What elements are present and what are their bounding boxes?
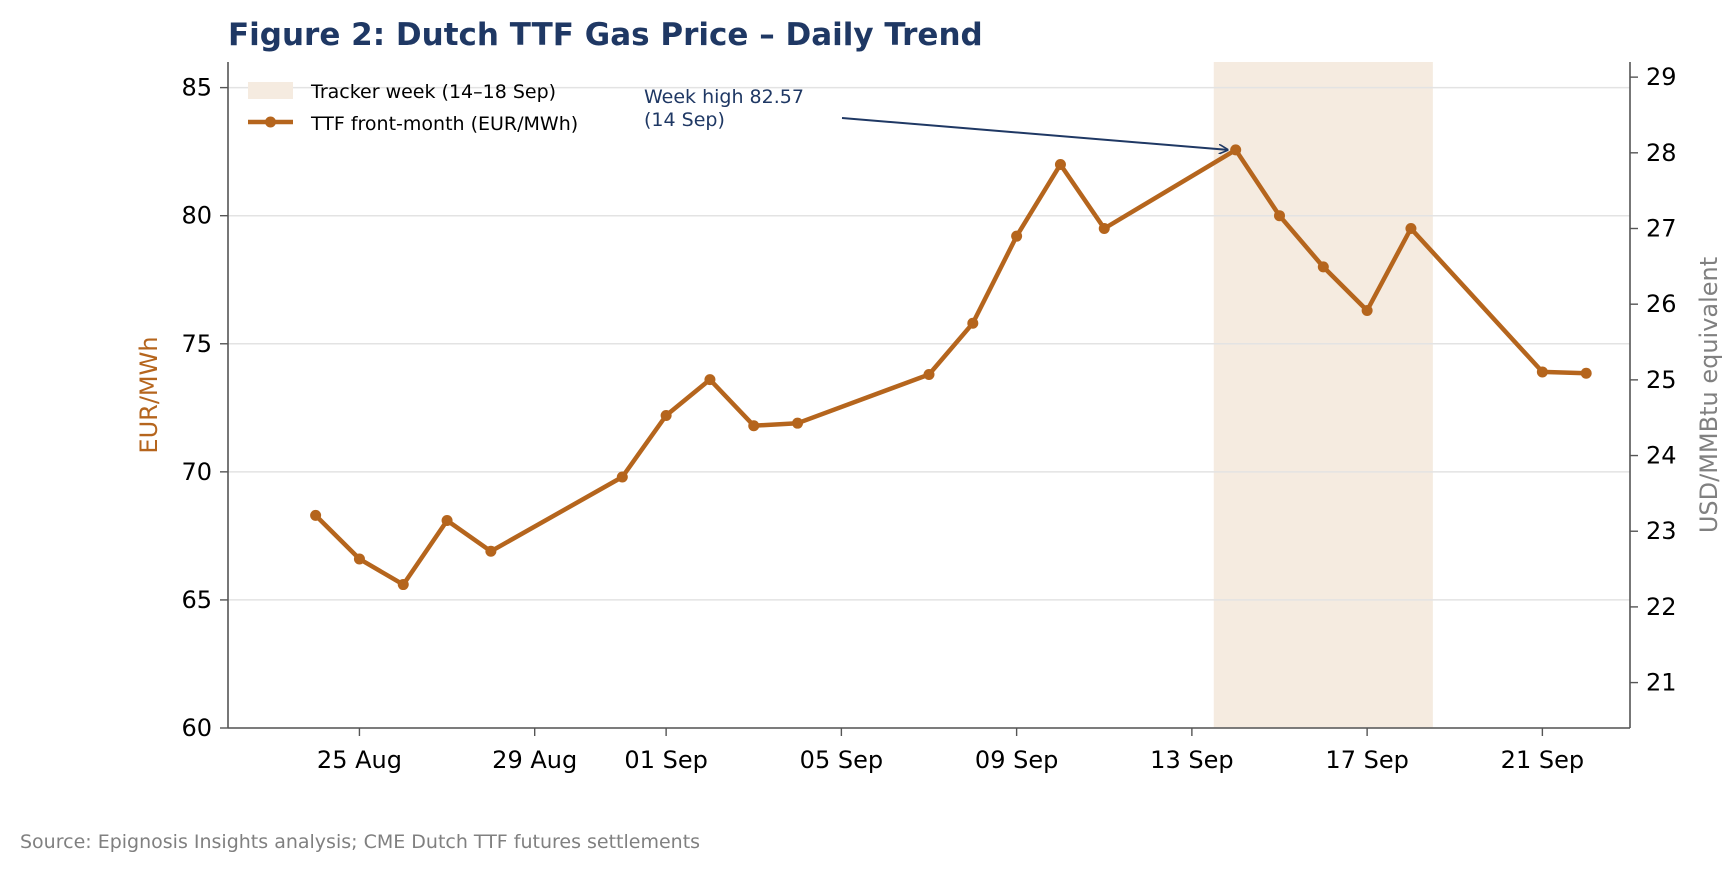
chart-title: Figure 2: Dutch TTF Gas Price – Daily Tr… bbox=[228, 17, 983, 53]
y2-tick-label: 23 bbox=[1646, 517, 1677, 545]
ttf-data-point bbox=[616, 471, 628, 483]
ttf-data-point bbox=[397, 579, 409, 591]
ttf-data-point bbox=[1361, 304, 1373, 316]
x-tick-label: 21 Sep bbox=[1501, 746, 1584, 774]
x-tick-label: 01 Sep bbox=[624, 746, 707, 774]
ttf-data-point bbox=[704, 374, 716, 386]
x-tick-label: 09 Sep bbox=[975, 746, 1058, 774]
legend-swatch-tracker-week bbox=[248, 82, 293, 99]
annotation-label: Week high 82.57 bbox=[644, 86, 804, 108]
y2-tick-label: 25 bbox=[1646, 366, 1677, 394]
x-tick-label: 29 Aug bbox=[492, 746, 577, 774]
legend-swatch-ttf-marker bbox=[265, 116, 276, 128]
ttf-data-point bbox=[485, 545, 497, 557]
ttf-data-point bbox=[1405, 223, 1417, 234]
ttf-data-point bbox=[967, 317, 979, 329]
ttf-data-point bbox=[353, 553, 365, 565]
source-note: Source: Epignosis Insights analysis; CME… bbox=[20, 831, 700, 853]
y-tick-label: 75 bbox=[181, 330, 212, 358]
y-tick-label: 70 bbox=[181, 458, 212, 486]
y2-tick-label: 28 bbox=[1646, 139, 1677, 167]
annotation-label: (14 Sep) bbox=[644, 109, 725, 131]
ttf-data-point bbox=[1054, 158, 1066, 170]
legend-label-tracker-week: Tracker week (14–18 Sep) bbox=[310, 81, 556, 103]
ttf-data-point bbox=[792, 417, 804, 429]
ttf-data-point bbox=[923, 369, 935, 381]
ttf-data-point bbox=[1536, 366, 1548, 378]
y2-tick-label: 24 bbox=[1646, 442, 1677, 470]
y-axis-title: EUR/MWh bbox=[135, 336, 163, 453]
ttf-data-point bbox=[1317, 261, 1329, 273]
ttf-data-point bbox=[1274, 210, 1285, 222]
ttf-data-point bbox=[748, 420, 760, 432]
ttf-series-line bbox=[313, 147, 1589, 587]
y-tick-label: 85 bbox=[181, 74, 212, 102]
ttf-data-point bbox=[1230, 144, 1242, 156]
ttf-data-point bbox=[310, 509, 322, 521]
x-tick-label: 17 Sep bbox=[1325, 746, 1408, 774]
x-tick-label: 25 Aug bbox=[317, 746, 402, 774]
y-tick-label: 60 bbox=[181, 714, 212, 742]
plot-area: 60 65 70 75 80 85 21 22 23 24 25 26 27 28 29 25 Aug 29 A… bbox=[135, 62, 1723, 774]
y-tick-label: 80 bbox=[181, 202, 212, 230]
y2-axis-title: USD/MMBtu equivalent bbox=[1695, 257, 1723, 533]
x-tick-label: 05 Sep bbox=[800, 746, 883, 774]
y2-tick-label: 26 bbox=[1646, 290, 1677, 318]
y2-tick-label: 29 bbox=[1646, 63, 1677, 91]
ttf-data-point bbox=[1580, 367, 1592, 379]
y-tick-label: 65 bbox=[181, 586, 212, 614]
y2-tick-label: 21 bbox=[1646, 669, 1677, 697]
annotation-arrow bbox=[841, 117, 1228, 150]
y2-tick-label: 22 bbox=[1646, 593, 1677, 621]
ttf-data-point bbox=[660, 409, 672, 421]
ttf-data-point bbox=[1011, 230, 1023, 242]
ttf-data-point bbox=[441, 515, 453, 527]
ttf-data-point bbox=[1098, 223, 1110, 234]
legend-label-ttf: TTF front-month (EUR/MWh) bbox=[310, 113, 578, 135]
y2-tick-label: 27 bbox=[1646, 215, 1677, 243]
tracker-week-band bbox=[1213, 62, 1433, 728]
x-tick-label: 13 Sep bbox=[1150, 746, 1233, 774]
